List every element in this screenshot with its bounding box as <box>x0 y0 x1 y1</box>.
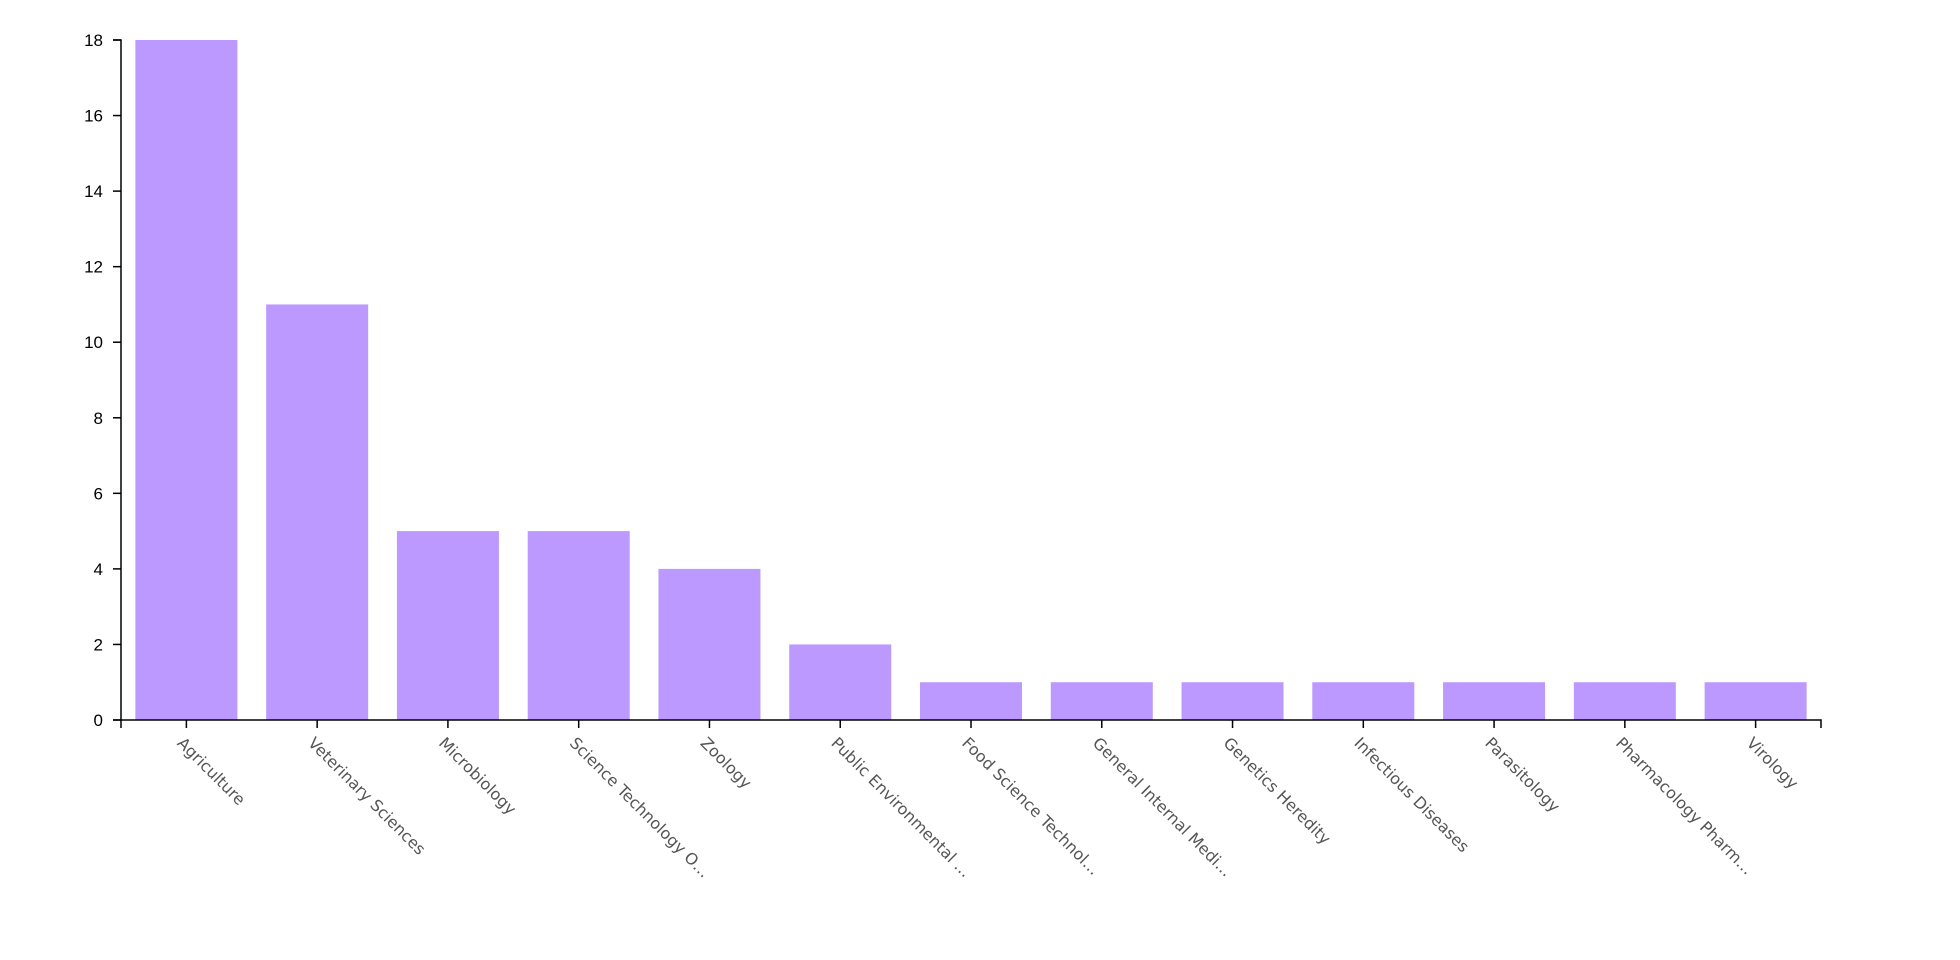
x-axis <box>120 719 1822 728</box>
x-tick-label: Microbiology <box>435 733 520 818</box>
bar <box>1704 682 1807 720</box>
x-tick-label: Virology <box>1743 733 1802 792</box>
y-tick-label: 0 <box>94 711 103 730</box>
bar <box>266 304 369 720</box>
bar <box>1050 682 1153 720</box>
x-tick-label: Parasitology <box>1481 733 1564 816</box>
x-tick-label: General Internal Medi… <box>1089 733 1236 880</box>
bar <box>920 682 1022 720</box>
y-tick-label: 14 <box>84 182 103 201</box>
bar <box>1312 682 1415 720</box>
x-tick-label: Pharmacology Pharm… <box>1612 733 1757 878</box>
y-tick-label: 10 <box>84 333 103 352</box>
x-tick-label: Public Environmental … <box>827 733 975 881</box>
y-tick-label: 2 <box>94 635 103 654</box>
bar <box>1443 682 1546 720</box>
x-tick-label: Genetics Heredity <box>1220 733 1335 848</box>
y-tick-label: 18 <box>84 31 103 50</box>
y-tick-label: 4 <box>94 560 103 579</box>
bar <box>789 644 892 720</box>
y-axis <box>113 39 122 721</box>
x-tick-label: Infectious Diseases <box>1350 733 1473 856</box>
bar <box>658 568 761 720</box>
bar <box>1181 682 1284 720</box>
bar <box>135 40 238 720</box>
x-tick-label: Agriculture <box>174 733 250 809</box>
bar <box>1573 682 1676 720</box>
x-tick-label: Zoology <box>697 733 756 792</box>
y-tick-label: 6 <box>94 484 103 503</box>
y-tick-label: 16 <box>84 107 103 126</box>
x-tick-label: Veterinary Sciences <box>304 733 429 858</box>
x-tick-label: Food Science Technol… <box>958 733 1104 879</box>
x-tick-label: Science Technology O… <box>566 733 714 881</box>
y-tick-label: 12 <box>84 258 103 277</box>
bar <box>396 531 499 720</box>
y-tick-label: 8 <box>94 409 103 428</box>
bar <box>527 531 630 720</box>
